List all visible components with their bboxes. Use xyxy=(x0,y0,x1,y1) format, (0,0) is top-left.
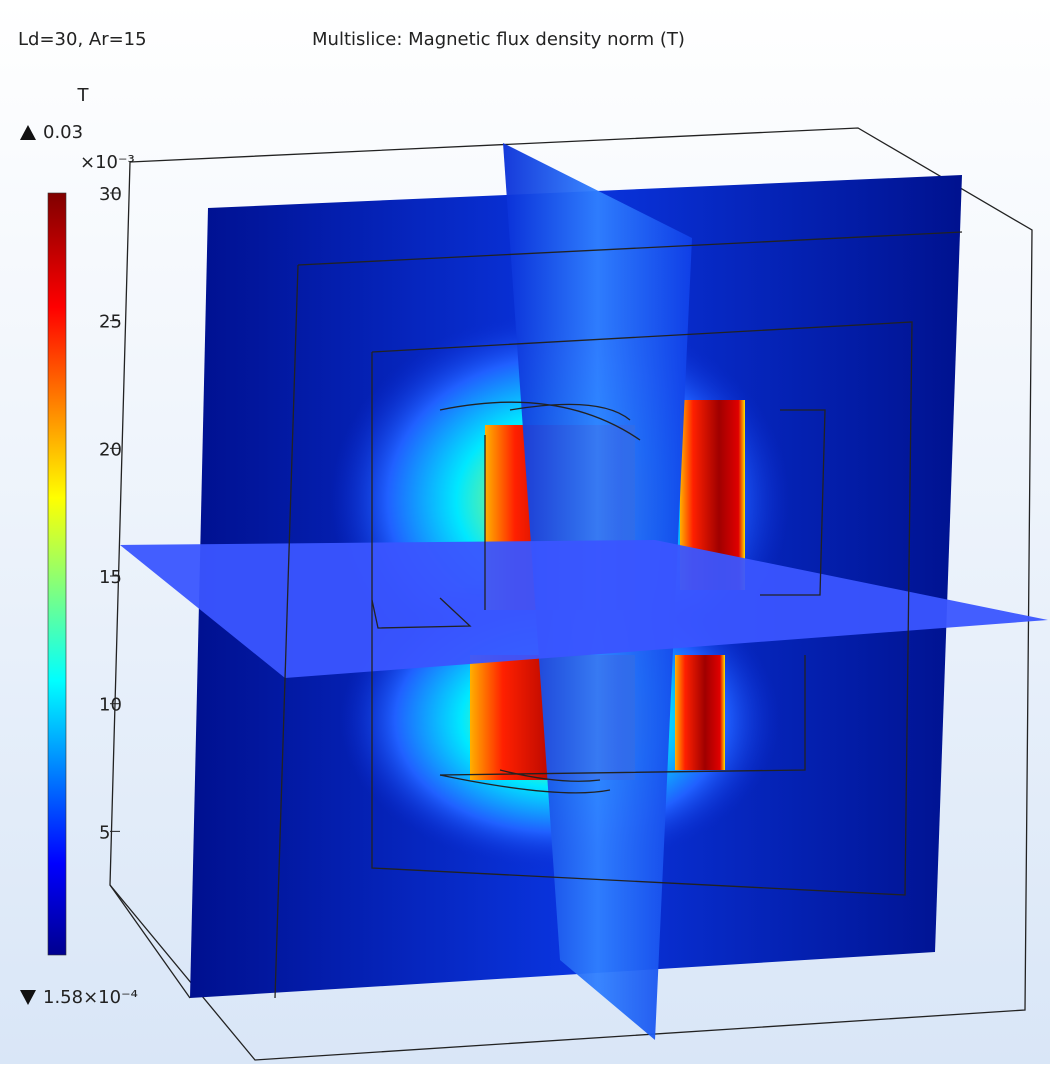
colorbar-tick-label: 30 xyxy=(99,184,122,205)
scene xyxy=(109,127,1048,1061)
min-marker xyxy=(20,990,36,1005)
parameter-label: Ld=30, Ar=15 xyxy=(18,29,147,50)
colorbar-scale: ×10⁻³ xyxy=(80,152,135,173)
max-marker xyxy=(20,125,36,140)
plot-title: Multislice: Magnetic flux density norm (… xyxy=(312,29,685,50)
colorbar-tick-label: 20 xyxy=(99,439,122,460)
edge xyxy=(297,231,963,266)
coil-field xyxy=(675,655,725,770)
colorbar-tick-label: 25 xyxy=(99,312,122,333)
horizontal-slice xyxy=(120,540,1048,678)
edge xyxy=(371,597,472,629)
colorbar-tick-label: 15 xyxy=(99,567,122,588)
edge xyxy=(109,884,191,999)
colorbar-unit: T xyxy=(77,85,90,106)
edge xyxy=(274,264,299,999)
colorbar-tick-label: 10 xyxy=(99,695,122,716)
colorbar-max: 0.03 xyxy=(43,122,83,143)
edge xyxy=(439,655,806,776)
colorbar-gradient xyxy=(47,192,67,956)
edge xyxy=(371,321,913,896)
edge xyxy=(439,401,641,794)
edge xyxy=(760,409,826,596)
colorbar: T 0.03 ×10⁻³ 1.58×10⁻⁴ 30 25 20 15 10 5 xyxy=(20,85,138,1008)
colorbar-tick-label: 5 xyxy=(99,822,110,843)
colorbar-min: 1.58×10⁻⁴ xyxy=(43,987,138,1008)
